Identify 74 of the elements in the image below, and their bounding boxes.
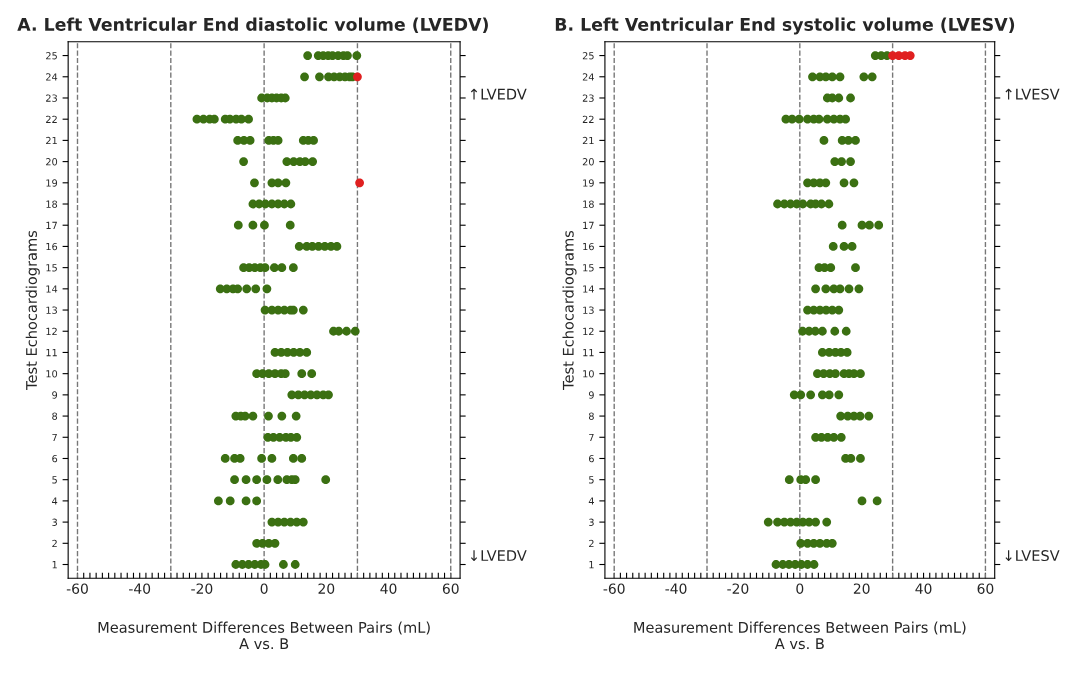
y-tick-label: 11 xyxy=(583,349,594,357)
y-tick-label: 23 xyxy=(582,94,594,102)
y-tick-label: 22 xyxy=(46,115,57,123)
x-tick-label: 60 xyxy=(442,583,459,594)
y-tick-label: 12 xyxy=(46,327,57,335)
x-tick-label: -40 xyxy=(665,583,687,594)
y-tick-label: 6 xyxy=(52,454,58,463)
y-tick-label: 25 xyxy=(582,52,594,60)
x-tick-label: -60 xyxy=(603,583,625,594)
y-tick-label: 5 xyxy=(589,476,594,484)
y-tick-label: 19 xyxy=(583,179,594,187)
y-tick-label: 17 xyxy=(583,221,594,229)
y-tick-label: 4 xyxy=(588,497,594,505)
y-tick-label: 17 xyxy=(46,221,57,229)
y-tick-label: 1 xyxy=(589,561,594,569)
y-tick-label: 9 xyxy=(52,391,58,399)
x-tick-label: 40 xyxy=(915,583,932,594)
y-tick-label: 22 xyxy=(582,115,594,123)
y-tick-label: 7 xyxy=(52,433,57,441)
y-tick-label: 19 xyxy=(46,179,58,187)
y-axis-title: Test Echocardiograms xyxy=(562,230,577,390)
y-tick-label: 16 xyxy=(46,242,58,251)
y-tick-label: 1 xyxy=(52,561,57,569)
x-tick-label: -20 xyxy=(191,583,213,594)
y-tick-label: 18 xyxy=(583,200,594,208)
y-tick-label: 13 xyxy=(46,306,57,314)
y-tick-label: 12 xyxy=(583,327,594,335)
y-tick-label: 24 xyxy=(582,73,594,81)
text: ↑LVEDV xyxy=(470,88,527,100)
x-tick-label: 20 xyxy=(318,583,335,594)
y-tick-label: 21 xyxy=(46,136,57,145)
y-tick-label: 14 xyxy=(46,285,58,293)
y-tick-label: 20 xyxy=(46,158,58,166)
y-tick-label: 3 xyxy=(589,518,594,526)
y-tick-label: 8 xyxy=(588,412,594,420)
y-tick-label: 2 xyxy=(52,539,57,547)
x-tick-label: 40 xyxy=(380,583,397,594)
text: ↓LVEDV xyxy=(470,550,527,561)
x-tick-label: 60 xyxy=(977,583,994,594)
y-tick-label: 6 xyxy=(589,454,594,463)
y-tick-label: 15 xyxy=(46,264,57,272)
y-tick-label: 18 xyxy=(46,200,58,208)
y-tick-label: 23 xyxy=(46,94,57,102)
y-tick-label: 20 xyxy=(582,158,594,166)
x-tick-label: 20 xyxy=(853,583,870,594)
chart-title: A. Left Ventricular End diastolic volume (LVEDV) xyxy=(17,17,488,33)
text: ↑LVESV xyxy=(1005,88,1060,100)
text: ↓LVESV xyxy=(1005,550,1060,562)
y-tick-label: 16 xyxy=(583,242,594,251)
x-tick-label: -20 xyxy=(727,583,749,594)
y-tick-label: 7 xyxy=(589,433,594,441)
y-tick-label: 24 xyxy=(46,73,58,81)
x-tick-label: -60 xyxy=(66,583,88,594)
x-tick-label: -40 xyxy=(129,583,151,594)
y-tick-label: 9 xyxy=(588,391,594,399)
y-tick-label: 4 xyxy=(52,497,58,505)
y-tick-label: 14 xyxy=(583,285,594,293)
y-tick-label: 21 xyxy=(582,136,594,145)
y-axis-title: Test Echocardiograms xyxy=(25,230,40,390)
chart-title: B. Left Ventricular End systolic volume (LVESV) xyxy=(555,17,1015,35)
y-tick-label: 2 xyxy=(589,539,594,547)
y-tick-label: 10 xyxy=(583,370,594,378)
x-tick-label: 0 xyxy=(796,583,804,594)
y-tick-label: 5 xyxy=(52,476,57,484)
x-axis-title: Measurement Differences Between Pairs (mL) A vs. B xyxy=(98,621,430,650)
x-tick-label: 0 xyxy=(260,583,268,594)
y-tick-label: 13 xyxy=(583,306,594,314)
y-tick-label: 15 xyxy=(583,264,594,272)
y-tick-label: 10 xyxy=(46,370,58,378)
y-tick-label: 25 xyxy=(46,52,57,60)
y-tick-label: 3 xyxy=(52,518,57,526)
y-tick-label: 11 xyxy=(46,349,57,357)
x-axis-title: Measurement Differences Between Pairs (mL) A vs. B xyxy=(634,621,966,650)
y-tick-label: 8 xyxy=(52,412,58,420)
